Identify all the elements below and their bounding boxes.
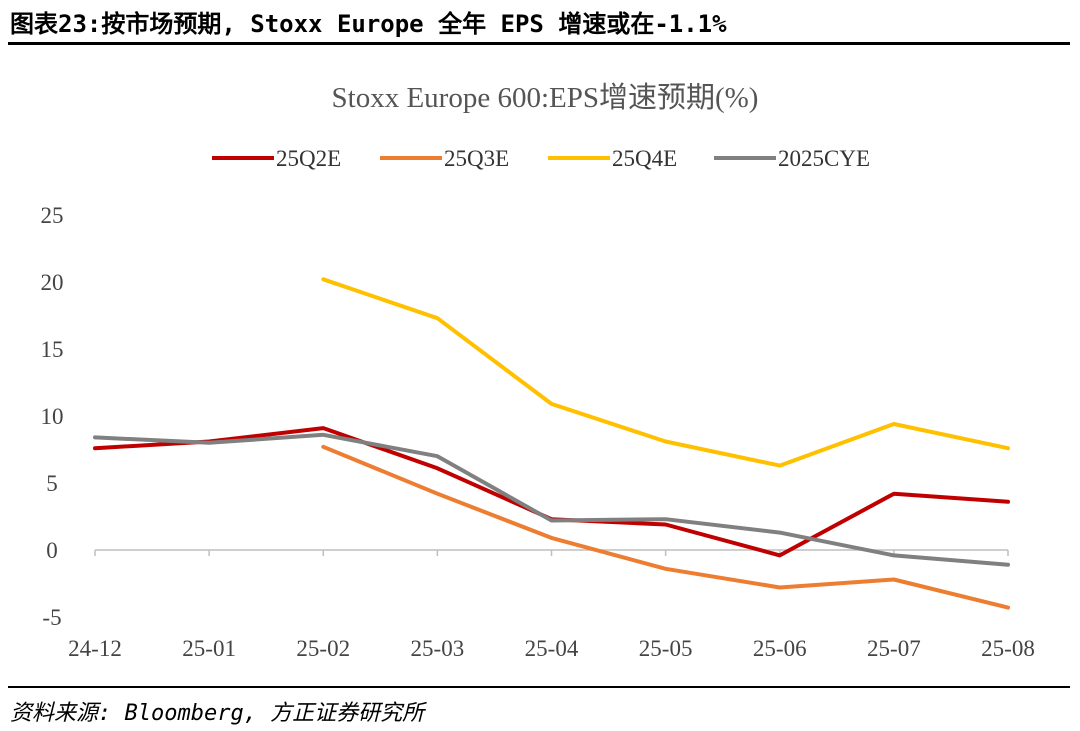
top-rule (8, 42, 1070, 45)
chart-series (93, 277, 1010, 610)
x-tick-label: 25-04 (525, 636, 579, 661)
y-tick-label: 15 (41, 337, 64, 362)
y-tick-label: 25 (41, 203, 64, 228)
x-tick-label: 25-08 (981, 636, 1035, 661)
x-tick-label: 25-06 (753, 636, 807, 661)
legend-label: 25Q4E (612, 146, 677, 171)
series-line-25q3e (321, 444, 1010, 610)
x-tick-label: 25-05 (639, 636, 693, 661)
eps-growth-chart: Stoxx Europe 600:EPS增速预期(%) 25Q2E 25Q3E 25… (41, 81, 1035, 661)
chart-title: Stoxx Europe 600:EPS增速预期(%) (332, 81, 759, 114)
series-line-25q4e (321, 277, 1010, 468)
legend-label: 25Q2E (276, 146, 341, 171)
y-axis: -5 0 5 10 15 20 25 (41, 203, 64, 630)
y-tick-label: 5 (46, 471, 58, 496)
y-tick-label: 10 (41, 404, 64, 429)
source-note: 资料来源: Bloomberg, 方正证券研究所 (10, 701, 425, 726)
x-axis: 24-12 25-01 25-02 25-03 25-04 25-05 25-06 25-07… (68, 549, 1035, 661)
y-tick-label: 20 (41, 270, 64, 295)
series-line-2025cye (93, 432, 1010, 567)
legend-label: 2025CYE (778, 146, 870, 171)
x-tick-label: 25-01 (182, 636, 236, 661)
x-tick-label: 25-03 (411, 636, 465, 661)
y-tick-label: 0 (46, 538, 58, 563)
x-tick-label: 24-12 (68, 636, 122, 661)
figure-title: 图表23:按市场预期, Stoxx Europe 全年 EPS 增速或在-1.1… (10, 10, 727, 38)
y-tick-label: -5 (42, 605, 61, 630)
x-tick-label: 25-07 (867, 636, 921, 661)
x-tick-label: 25-02 (296, 636, 350, 661)
legend-label: 25Q3E (444, 146, 509, 171)
chart-legend: 25Q2E 25Q3E 25Q4E 2025CYE (212, 146, 870, 171)
bottom-rule (8, 686, 1070, 688)
